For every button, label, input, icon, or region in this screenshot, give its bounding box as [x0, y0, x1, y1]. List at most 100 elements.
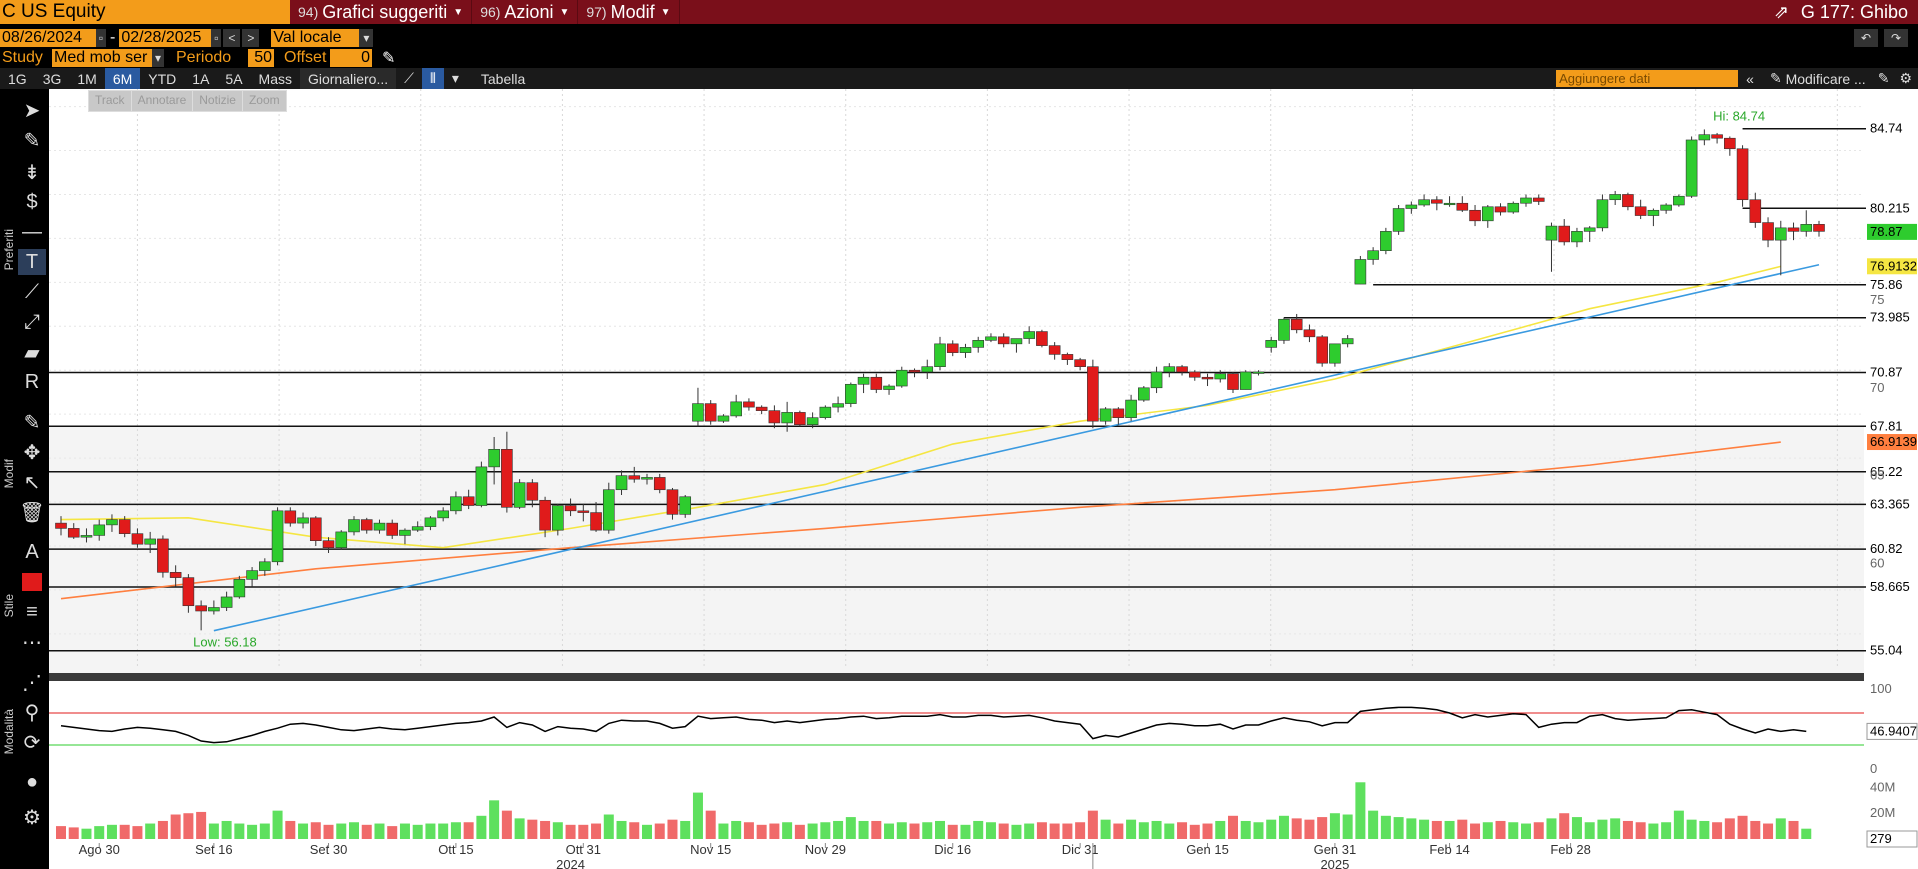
- menu-actions[interactable]: 96) Azioni ▼: [472, 0, 579, 24]
- tab-max[interactable]: Mass: [258, 70, 292, 87]
- modify-button[interactable]: ✎ Modificare ...: [1762, 68, 1874, 89]
- gear-icon[interactable]: ⚙: [1899, 70, 1912, 86]
- percent-change-icon[interactable]: ⇟: [23, 161, 41, 184]
- candle-up: [845, 383, 857, 404]
- zoom-button[interactable]: Zoom: [242, 91, 286, 111]
- tab-6m[interactable]: 6M: [104, 68, 141, 89]
- start-date-field[interactable]: 08/26/2024: [0, 29, 96, 47]
- export-icon[interactable]: ⇗: [1773, 1, 1789, 22]
- tab-3g[interactable]: 3G: [42, 70, 62, 87]
- volume-bar: [1151, 820, 1162, 839]
- candle-down: [1724, 137, 1736, 150]
- offset-field[interactable]: 0: [330, 49, 372, 67]
- chevron-down-icon[interactable]: ▾: [359, 29, 374, 47]
- line-chart-icon[interactable]: ⟋: [404, 70, 414, 86]
- track-button[interactable]: Track: [89, 91, 131, 111]
- menu-modify[interactable]: 97) Modif ▼: [578, 0, 680, 24]
- volume-bar: [1470, 823, 1481, 839]
- font-icon[interactable]: A: [25, 540, 39, 563]
- candle-up: [972, 340, 985, 348]
- collapse-icon[interactable]: «: [1746, 70, 1754, 87]
- tab-5a[interactable]: 5A: [225, 70, 243, 87]
- candle-chart-icon[interactable]: ⫴: [421, 68, 444, 89]
- redo-icon[interactable]: ↷: [1884, 29, 1908, 47]
- drawing-toolbar: Preferiti Modif Stile Modalità ➤ ✎ ⇟ $ —…: [0, 89, 49, 869]
- chevron-down-icon[interactable]: ▾: [152, 49, 164, 67]
- trash-icon[interactable]: 🗑: [19, 501, 45, 524]
- volume-bar: [1291, 818, 1302, 839]
- volume-bar: [603, 814, 614, 839]
- x-tick-label: Dic 31: [1062, 842, 1099, 857]
- volume-bar: [985, 822, 996, 839]
- undo-icon[interactable]: ↶: [1854, 29, 1878, 47]
- volume-bar: [527, 819, 538, 839]
- candle-down: [284, 510, 297, 524]
- dollar-change-icon[interactable]: $: [26, 190, 38, 213]
- edit-icon[interactable]: ✎: [1877, 70, 1890, 86]
- chevron-down-icon[interactable]: ▾: [451, 70, 459, 86]
- end-date-field[interactable]: 02/28/2025: [119, 29, 212, 47]
- volume-bar: [1036, 822, 1047, 839]
- text-tool-icon[interactable]: T: [18, 249, 46, 275]
- palette-icon[interactable]: ●: [25, 770, 39, 793]
- volume-bar: [1164, 823, 1175, 839]
- study-select[interactable]: Med mob ser: [52, 49, 152, 67]
- pointer-icon[interactable]: ➤: [23, 99, 41, 122]
- horizontal-line-icon[interactable]: —: [22, 220, 42, 243]
- prev-arrow-icon[interactable]: <: [223, 29, 241, 47]
- pencil-icon[interactable]: ✎: [382, 50, 396, 67]
- menu-suggested-charts[interactable]: 94) Grafici suggeriti ▼: [290, 0, 473, 24]
- currency-select[interactable]: Val locale: [271, 29, 360, 47]
- calendar-icon[interactable]: ▫: [211, 29, 222, 47]
- annotate-button[interactable]: Annotare: [131, 91, 193, 111]
- candle-up: [730, 401, 742, 417]
- next-arrow-icon[interactable]: >: [242, 29, 260, 47]
- ray-icon[interactable]: ⤢: [24, 310, 40, 333]
- candle-down: [1634, 206, 1647, 216]
- candle-up: [1354, 259, 1367, 285]
- price-chart[interactable]: 84.74 80.215 75.86 73.985 70.87 67.81 65.22 63.…: [49, 89, 1918, 869]
- volume-bar: [412, 824, 423, 839]
- volume-bar: [1495, 820, 1506, 839]
- candle-up: [1380, 231, 1392, 251]
- title-bar: C US Equity 94) Grafici suggeriti ▼ 96) Azi…: [0, 0, 1918, 24]
- frequency-select[interactable]: Giornaliero...: [299, 68, 397, 89]
- gear-icon[interactable]: ⚙: [23, 806, 41, 829]
- color-swatch-icon[interactable]: [18, 569, 46, 595]
- candle-down: [539, 499, 551, 531]
- table-button[interactable]: Tabella: [480, 70, 526, 87]
- candle-down: [1316, 336, 1328, 364]
- ticker-field[interactable]: C US Equity: [0, 0, 290, 24]
- tab-1a[interactable]: 1A: [192, 70, 210, 87]
- line-style-icon[interactable]: ⋯: [22, 631, 42, 654]
- volume-bar: [1011, 824, 1022, 839]
- move-icon[interactable]: ✥: [23, 441, 41, 464]
- candle-up: [717, 415, 730, 422]
- period-field[interactable]: 50: [248, 49, 274, 67]
- news-button[interactable]: Notizie: [193, 91, 242, 111]
- magnet-icon[interactable]: ⚲: [24, 701, 40, 724]
- section-label-style: Stile: [2, 594, 16, 618]
- line-width-icon[interactable]: ≡: [26, 600, 38, 623]
- pencil-icon[interactable]: ✎: [23, 129, 41, 152]
- select-icon[interactable]: ↖: [23, 471, 41, 494]
- trendline-icon[interactable]: ⟋: [25, 280, 39, 303]
- level-tag: 73.985: [1870, 310, 1910, 325]
- volume-bar: [552, 822, 563, 839]
- volume-bar: [1444, 820, 1455, 839]
- volume-bar: [221, 820, 232, 839]
- date-separator: -: [110, 29, 116, 46]
- tab-1m[interactable]: 1M: [77, 70, 97, 87]
- candle-up: [1341, 338, 1354, 345]
- retracement-icon[interactable]: R: [24, 370, 40, 393]
- volume-bar: [349, 822, 359, 839]
- tab-ytd[interactable]: YTD: [148, 70, 177, 87]
- dotted-line-icon[interactable]: ⋰: [22, 671, 42, 694]
- level-tag: 75.86: [1870, 277, 1903, 292]
- channel-icon[interactable]: ▰: [24, 341, 40, 364]
- add-data-input[interactable]: Aggiungere dati: [1556, 70, 1739, 87]
- calendar-icon[interactable]: ▫: [96, 29, 106, 47]
- tab-1g[interactable]: 1G: [8, 70, 27, 87]
- refresh-icon[interactable]: ⟳: [23, 731, 41, 754]
- pencil-icon[interactable]: ✎: [23, 411, 41, 434]
